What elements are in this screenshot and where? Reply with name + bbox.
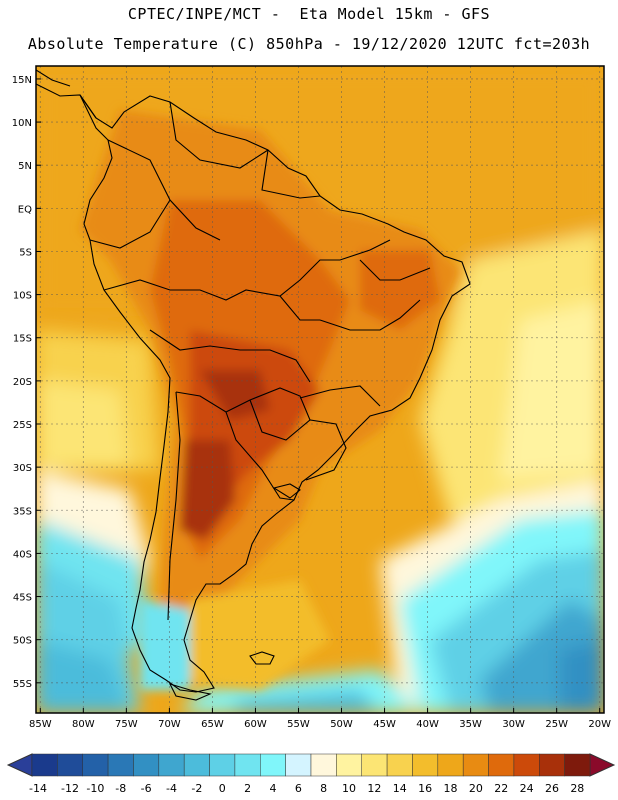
colorbar-box: [361, 753, 388, 777]
colorbar-label: -10: [86, 782, 104, 795]
colorbar-box: [158, 753, 185, 777]
lat-label: 10N: [12, 118, 32, 129]
lon-label: 75W: [115, 719, 138, 730]
colorbar-label: -6: [141, 782, 152, 795]
lat-label: 15S: [13, 334, 32, 345]
colorbar-box: [260, 753, 286, 777]
colorbar-label: 28: [570, 782, 584, 795]
colorbar-box: [462, 753, 489, 777]
colorbar-label: 2: [244, 782, 251, 795]
lat-label: 30S: [13, 463, 32, 474]
colorbar-label: 16: [418, 782, 432, 795]
colorbar-max-arrow: [589, 753, 616, 777]
longitude-labels: 85W 80W 75W 70W 65W 60W 55W 50W 45W 40W 35W 30W 25W 2…: [29, 708, 611, 730]
colorbar-label: 22: [494, 782, 508, 795]
colorbar-box: [412, 753, 439, 777]
colorbar-box: [31, 753, 58, 777]
lon-label: 55W: [287, 719, 310, 730]
colorbar-box: [336, 753, 362, 777]
lon-label: 30W: [502, 719, 525, 730]
colorbar-label: 14: [393, 782, 407, 795]
colorbar-box: [539, 753, 565, 777]
colorbar-label: -8: [115, 782, 126, 795]
lat-label: EQ: [18, 204, 32, 215]
colorbar-label: -12: [61, 782, 79, 795]
colorbar-label: 12: [367, 782, 381, 795]
lon-label: 85W: [29, 719, 52, 730]
map-title-line2: Absolute Temperature (C) 850hPa - 19/12/…: [27, 35, 591, 53]
colorbar-box: [234, 753, 261, 777]
colorbar-label: 18: [444, 782, 458, 795]
colorbar-box: [564, 753, 591, 777]
colorbar-box: [437, 753, 464, 777]
lon-label: 80W: [72, 719, 95, 730]
colorbar-box: [285, 753, 312, 777]
lon-label: 50W: [330, 719, 353, 730]
coastlines: [36, 69, 471, 701]
colorbar-label: 20: [469, 782, 483, 795]
lon-label: 25W: [545, 719, 568, 730]
latitude-labels: 15N 10N 5N EQ 5S 10S 15S 20S 25S 30S 35S 40S 45S 50S 5…: [12, 75, 41, 690]
colorbar-label: -14: [29, 782, 47, 795]
temperature-field: [36, 66, 604, 713]
lat-label: 45S: [13, 593, 32, 604]
lon-label: 65W: [201, 719, 224, 730]
lat-label: 55S: [13, 679, 32, 690]
colorbar-label: 24: [520, 782, 534, 795]
colorbar-box: [488, 753, 515, 777]
colorbar-box: [133, 753, 160, 777]
colorbar-label: 4: [269, 782, 276, 795]
colorbar-box: [57, 753, 83, 777]
plot-frame: [35, 65, 605, 714]
lon-label: 35W: [459, 719, 482, 730]
colorbar-min-arrow: [6, 753, 33, 777]
lon-label: 40W: [416, 719, 439, 730]
lon-label: 60W: [244, 719, 267, 730]
colorbar-label: 10: [342, 782, 356, 795]
colorbar-label: 8: [320, 782, 327, 795]
colorbar-label: -2: [191, 782, 202, 795]
lat-label: 5N: [18, 161, 32, 172]
lon-label: 20W: [588, 719, 611, 730]
lat-label: 15N: [12, 75, 32, 86]
colorbar-label: 0: [219, 782, 226, 795]
lat-label: 35S: [13, 506, 32, 517]
colorbar-label: -4: [166, 782, 177, 795]
lat-label: 10S: [13, 291, 32, 302]
lat-label: 25S: [13, 420, 32, 431]
colorbar-label: 6: [295, 782, 302, 795]
colorbar-box: [183, 753, 210, 777]
colorbar-box: [386, 753, 413, 777]
lat-label: 20S: [13, 377, 32, 388]
lon-label: 70W: [158, 719, 181, 730]
colorbar-label: 26: [545, 782, 559, 795]
colorbar-box: [107, 753, 134, 777]
lat-label: 5S: [19, 247, 32, 258]
lon-label: 45W: [373, 719, 396, 730]
colorbar-box: [310, 753, 337, 777]
colorbar-box: [209, 753, 236, 777]
colorbar-box: [513, 753, 540, 777]
colorbar-labels: -14 -12 -10 -8 -6 -4 -2 0 2 4 6 8 10 12 14 16 18 20 22 24 26…: [29, 782, 584, 795]
lat-label: 40S: [13, 549, 32, 560]
colorbar-boxes: [6, 753, 616, 777]
colorbar-box: [82, 753, 109, 777]
map-title-line1: CPTEC/INPE/MCT - Eta Model 15km - GFS: [127, 5, 491, 23]
lat-label: 50S: [13, 636, 32, 647]
